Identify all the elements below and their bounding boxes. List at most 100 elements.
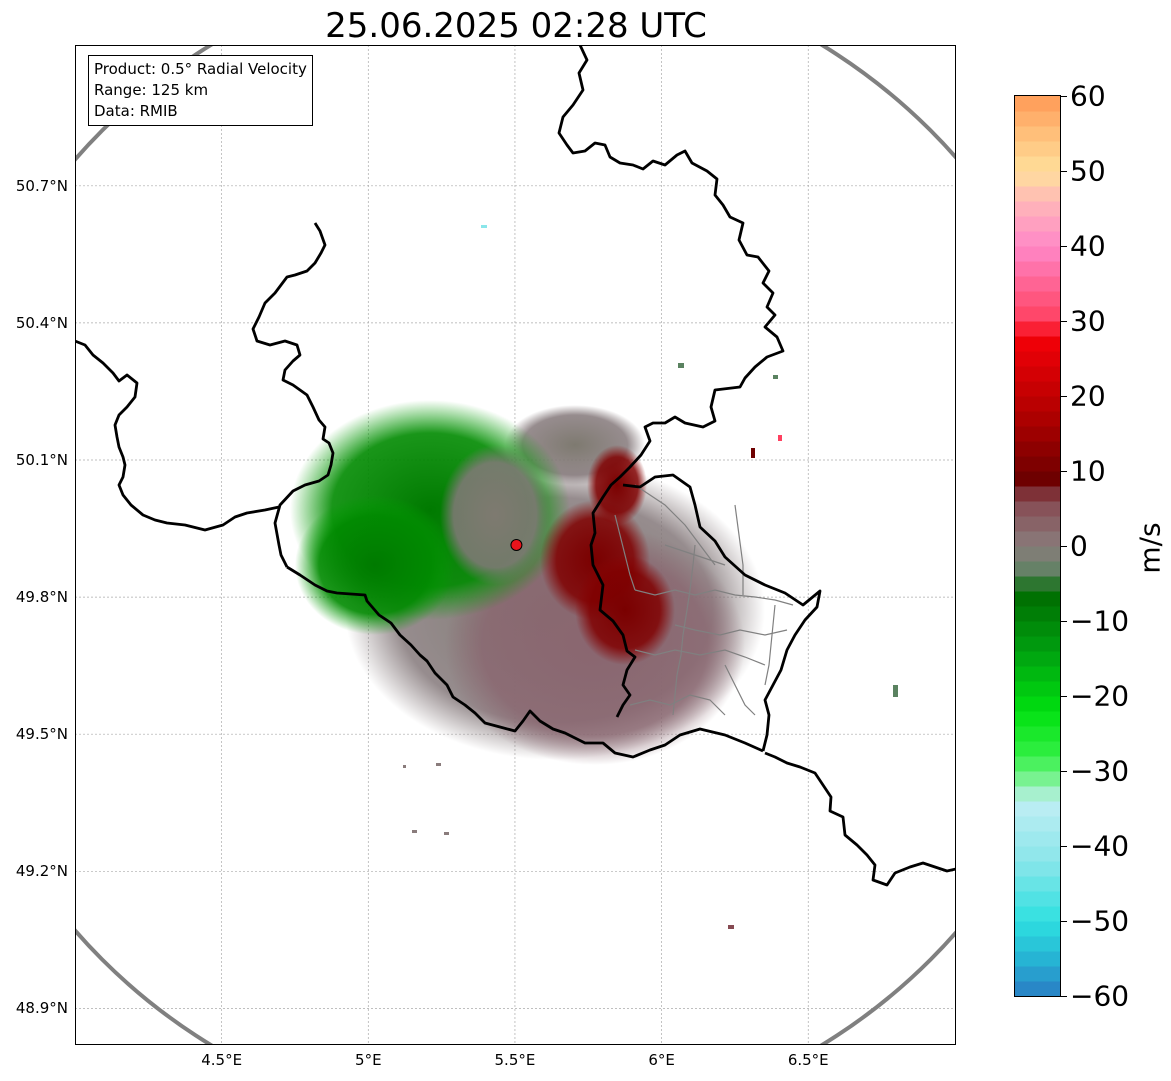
product-text: Product: 0.5° Radial Velocity	[94, 60, 307, 78]
colorbar-tick-mark	[1061, 96, 1067, 97]
colorbar-band	[1015, 111, 1060, 127]
lat-tick-label: 49.2°N	[15, 862, 68, 881]
colorbar-tick-label: 10	[1070, 454, 1106, 488]
echo-speck	[403, 765, 406, 768]
colorbar-tick-label: 40	[1070, 229, 1106, 263]
colorbar-band	[1015, 756, 1060, 772]
border-southeast	[764, 751, 956, 887]
colorbar-unit-label: m/s	[1133, 522, 1167, 574]
colorbar-tick-mark	[1061, 321, 1067, 322]
colorbar-band	[1015, 321, 1060, 337]
colorbar-tick-label: 60	[1070, 79, 1106, 113]
colorbar-band	[1015, 441, 1060, 457]
colorbar-band	[1015, 711, 1060, 727]
colorbar-band	[1015, 486, 1060, 502]
radar-map[interactable]	[75, 45, 956, 1045]
colorbar-band	[1015, 366, 1060, 382]
border-west	[75, 339, 280, 532]
colorbar-band	[1015, 936, 1060, 952]
colorbar-tick-label: −20	[1070, 679, 1130, 713]
colorbar-band	[1015, 816, 1060, 832]
country-borders	[75, 45, 956, 887]
colorbar-band	[1015, 471, 1060, 487]
colorbar-tick-label: 0	[1070, 529, 1088, 563]
echo-inbound-green-2	[295, 495, 455, 635]
echo-speck	[751, 448, 755, 458]
velocity-echoes	[290, 225, 898, 929]
border-luxembourg-south	[286, 565, 764, 759]
colorbar-band	[1015, 621, 1060, 637]
colorbar-band	[1015, 801, 1060, 817]
colorbar-band	[1015, 786, 1060, 802]
echo-outbound-red-2	[575, 555, 675, 665]
lon-tick-label: 5°E	[355, 1051, 382, 1069]
range-text: Range: 125 km	[94, 81, 209, 99]
echo-speck	[436, 763, 441, 766]
colorbar-band	[1015, 591, 1060, 607]
product-info-box: Product: 0.5° Radial Velocity Range: 125…	[88, 55, 313, 126]
lat-tick-label: 49.8°N	[15, 588, 68, 607]
colorbar-band	[1015, 261, 1060, 277]
lat-tick-label: 50.4°N	[15, 313, 68, 332]
colorbar-band	[1015, 576, 1060, 592]
colorbar-tick-label: 30	[1070, 304, 1106, 338]
border-belgium-germany	[557, 45, 785, 718]
echo-speck	[893, 685, 898, 697]
colorbar-band	[1015, 906, 1060, 922]
colorbar-band	[1015, 426, 1060, 442]
colorbar-band	[1015, 696, 1060, 712]
colorbar-band	[1015, 636, 1060, 652]
colorbar-band	[1015, 651, 1060, 667]
colorbar-tick-mark	[1061, 246, 1067, 247]
echo-speck	[678, 363, 684, 368]
colorbar-band	[1015, 216, 1060, 232]
colorbar-band	[1015, 96, 1060, 112]
lat-tick-label: 50.7°N	[15, 176, 68, 195]
colorbar-band	[1015, 561, 1060, 577]
colorbar-band	[1015, 891, 1060, 907]
colorbar-band	[1015, 246, 1060, 262]
colorbar-band	[1015, 546, 1060, 562]
colorbar-tick-mark	[1061, 921, 1067, 922]
colorbar-tick-mark	[1061, 696, 1067, 697]
colorbar-band	[1015, 516, 1060, 532]
colorbar-band	[1015, 981, 1060, 996]
echo-gray-center	[440, 445, 550, 585]
colorbar-band	[1015, 171, 1060, 187]
colorbar-band	[1015, 396, 1060, 412]
colorbar-band	[1015, 666, 1060, 682]
colorbar-band	[1015, 411, 1060, 427]
colorbar-band	[1015, 741, 1060, 757]
lat-tick-label: 49.5°N	[15, 725, 68, 744]
lon-tick-label: 6°E	[648, 1051, 675, 1069]
colorbar-band	[1015, 966, 1060, 982]
colorbar-band	[1015, 846, 1060, 862]
colorbar-band	[1015, 276, 1060, 292]
colorbar-tick-mark	[1061, 171, 1067, 172]
lon-tick-label: 5.5°E	[494, 1051, 536, 1069]
colorbar-band	[1015, 156, 1060, 172]
lon-tick-label: 6.5°E	[787, 1051, 829, 1069]
colorbar-band	[1015, 606, 1060, 622]
colorbar-band	[1015, 861, 1060, 877]
lat-tick-label: 48.9°N	[15, 999, 68, 1018]
colorbar-tick-label: −10	[1070, 604, 1130, 638]
colorbar-tick-mark	[1061, 621, 1067, 622]
colorbar-band	[1015, 681, 1060, 697]
colorbar-tick-label: −50	[1070, 904, 1130, 938]
colorbar-tick-label: −30	[1070, 754, 1130, 788]
colorbar-band	[1015, 201, 1060, 217]
colorbar-band	[1015, 306, 1060, 322]
colorbar-band	[1015, 231, 1060, 247]
lat-tick-label: 50.1°N	[15, 451, 68, 469]
inner-borders	[614, 484, 794, 716]
colorbar-tick-label: 50	[1070, 154, 1106, 188]
colorbar-tick-label: 20	[1070, 379, 1106, 413]
colorbar-band	[1015, 876, 1060, 892]
colorbar-band	[1015, 351, 1060, 367]
colorbar-tick-label: −60	[1070, 979, 1130, 1013]
colorbar-band	[1015, 921, 1060, 937]
echo-speck	[778, 435, 782, 441]
colorbar-tick-mark	[1061, 396, 1067, 397]
colorbar-band	[1015, 336, 1060, 352]
